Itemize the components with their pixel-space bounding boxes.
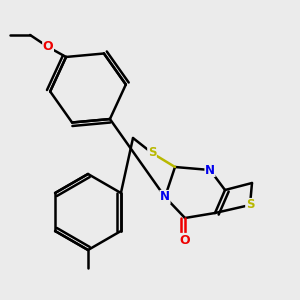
Text: S: S [148, 146, 156, 160]
Text: N: N [205, 164, 215, 176]
Text: S: S [246, 199, 254, 212]
Text: O: O [43, 40, 53, 53]
Text: O: O [180, 233, 190, 247]
Text: N: N [160, 190, 170, 203]
